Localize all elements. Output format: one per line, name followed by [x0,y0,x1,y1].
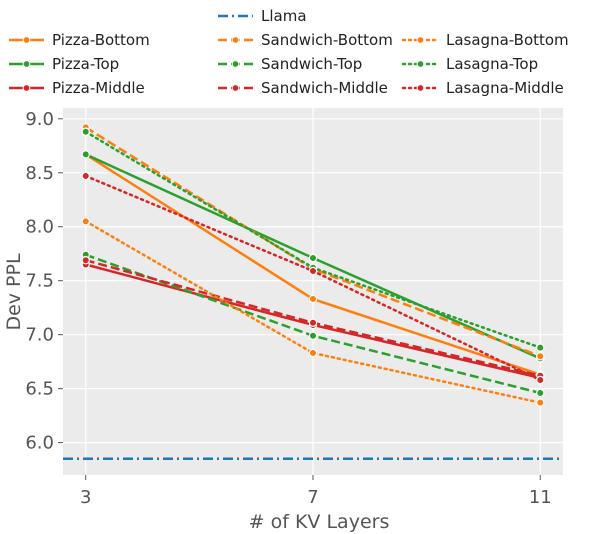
point-lasagna-middle-3 [81,171,90,181]
point-sandwich-middle-3 [81,255,90,265]
legend-item-lasagna-middle: Lasagna-Middle [401,79,564,97]
x-tick-label-1: 7 [307,487,318,508]
legend-item-pizza-bottom: Pizza-Bottom [9,31,150,49]
y-tick-label-3: 7.5 [25,271,54,292]
legend-item-sandwich-bottom: Sandwich-Bottom [218,31,393,49]
point-lasagna-bottom-3 [81,217,90,226]
legend-label: Lasagna-Middle [446,79,564,97]
point-lasagna-top-3 [81,127,90,136]
series-pizza-top [81,150,545,363]
y-axis-label: Dev PPL [3,253,25,331]
y-tick-label-5: 8.5 [25,163,54,184]
point-lasagna-middle-7 [308,266,318,276]
legend-label: Pizza-Top [52,55,119,73]
point-lasagna-bottom-11 [536,398,545,407]
legend-label: Pizza-Bottom [52,31,150,49]
point-sandwich-top-11 [536,388,545,398]
point-pizza-top-7 [308,253,318,263]
legend-label: Sandwich-Top [261,55,362,73]
point-sandwich-top-7 [308,331,318,340]
x-axis: 3 7 11 [80,475,552,508]
legend-marker [416,36,425,44]
point-pizza-bottom-7 [308,294,318,304]
legend-item-lasagna-bottom: Lasagna-Bottom [401,31,569,49]
y-tick-label-0: 6.0 [25,433,54,454]
legend-item-sandwich-top: Sandwich-Top [218,55,362,73]
x-tick-label-0: 3 [80,487,91,508]
point-lasagna-middle-11 [536,375,545,385]
legend-item-llama: Llama [218,7,307,25]
point-lasagna-top-11 [536,343,545,352]
legend-label: Sandwich-Bottom [261,31,393,49]
legend-marker [416,84,425,92]
legend-label: Llama [261,7,307,25]
point-pizza-top-3 [81,150,90,159]
point-sandwich-middle-7 [308,318,318,328]
legend-marker [231,84,240,92]
y-axis: 6.0 6.5 7.0 7.5 8.0 8.5 9.0 [25,109,63,454]
legend-label: Lasagna-Bottom [446,31,569,49]
point-lasagna-bottom-7 [308,348,318,358]
x-tick-label-2: 11 [529,487,552,508]
y-tick-label-6: 9.0 [25,109,54,130]
x-axis-label: # of KV Layers [249,511,390,533]
series-layer [81,123,545,407]
legend-marker [22,60,31,68]
legend-marker [22,84,31,92]
series-lasagna-middle [81,171,545,385]
legend-label: Pizza-Middle [52,79,145,97]
legend-item-pizza-middle: Pizza-Middle [9,79,145,97]
legend-item-lasagna-top: Lasagna-Top [401,55,538,73]
legend-item-sandwich-middle: Sandwich-Middle [218,79,388,97]
point-sandwich-bottom-11 [536,352,545,361]
legend-label: Sandwich-Middle [261,79,388,97]
y-tick-label-4: 8.0 [25,217,54,238]
series-sandwich-middle [81,255,545,380]
legend-marker [231,36,240,44]
y-tick-label-2: 7.0 [25,325,54,346]
legend-marker [22,36,31,44]
legend-item-pizza-top: Pizza-Top [9,55,119,73]
series-lasagna-bottom [81,217,545,407]
legend-marker [231,60,240,68]
legend: Llama Pizza-Bottom Pizza-Top Pizza-Middle Sa… [9,7,569,97]
legend-label: Lasagna-Top [446,55,538,73]
y-tick-label-1: 6.5 [25,379,54,400]
legend-marker [416,60,425,68]
